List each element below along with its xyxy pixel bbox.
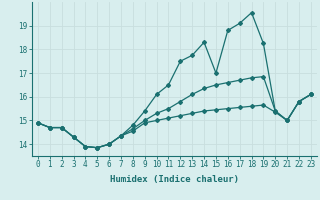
X-axis label: Humidex (Indice chaleur): Humidex (Indice chaleur) bbox=[110, 175, 239, 184]
